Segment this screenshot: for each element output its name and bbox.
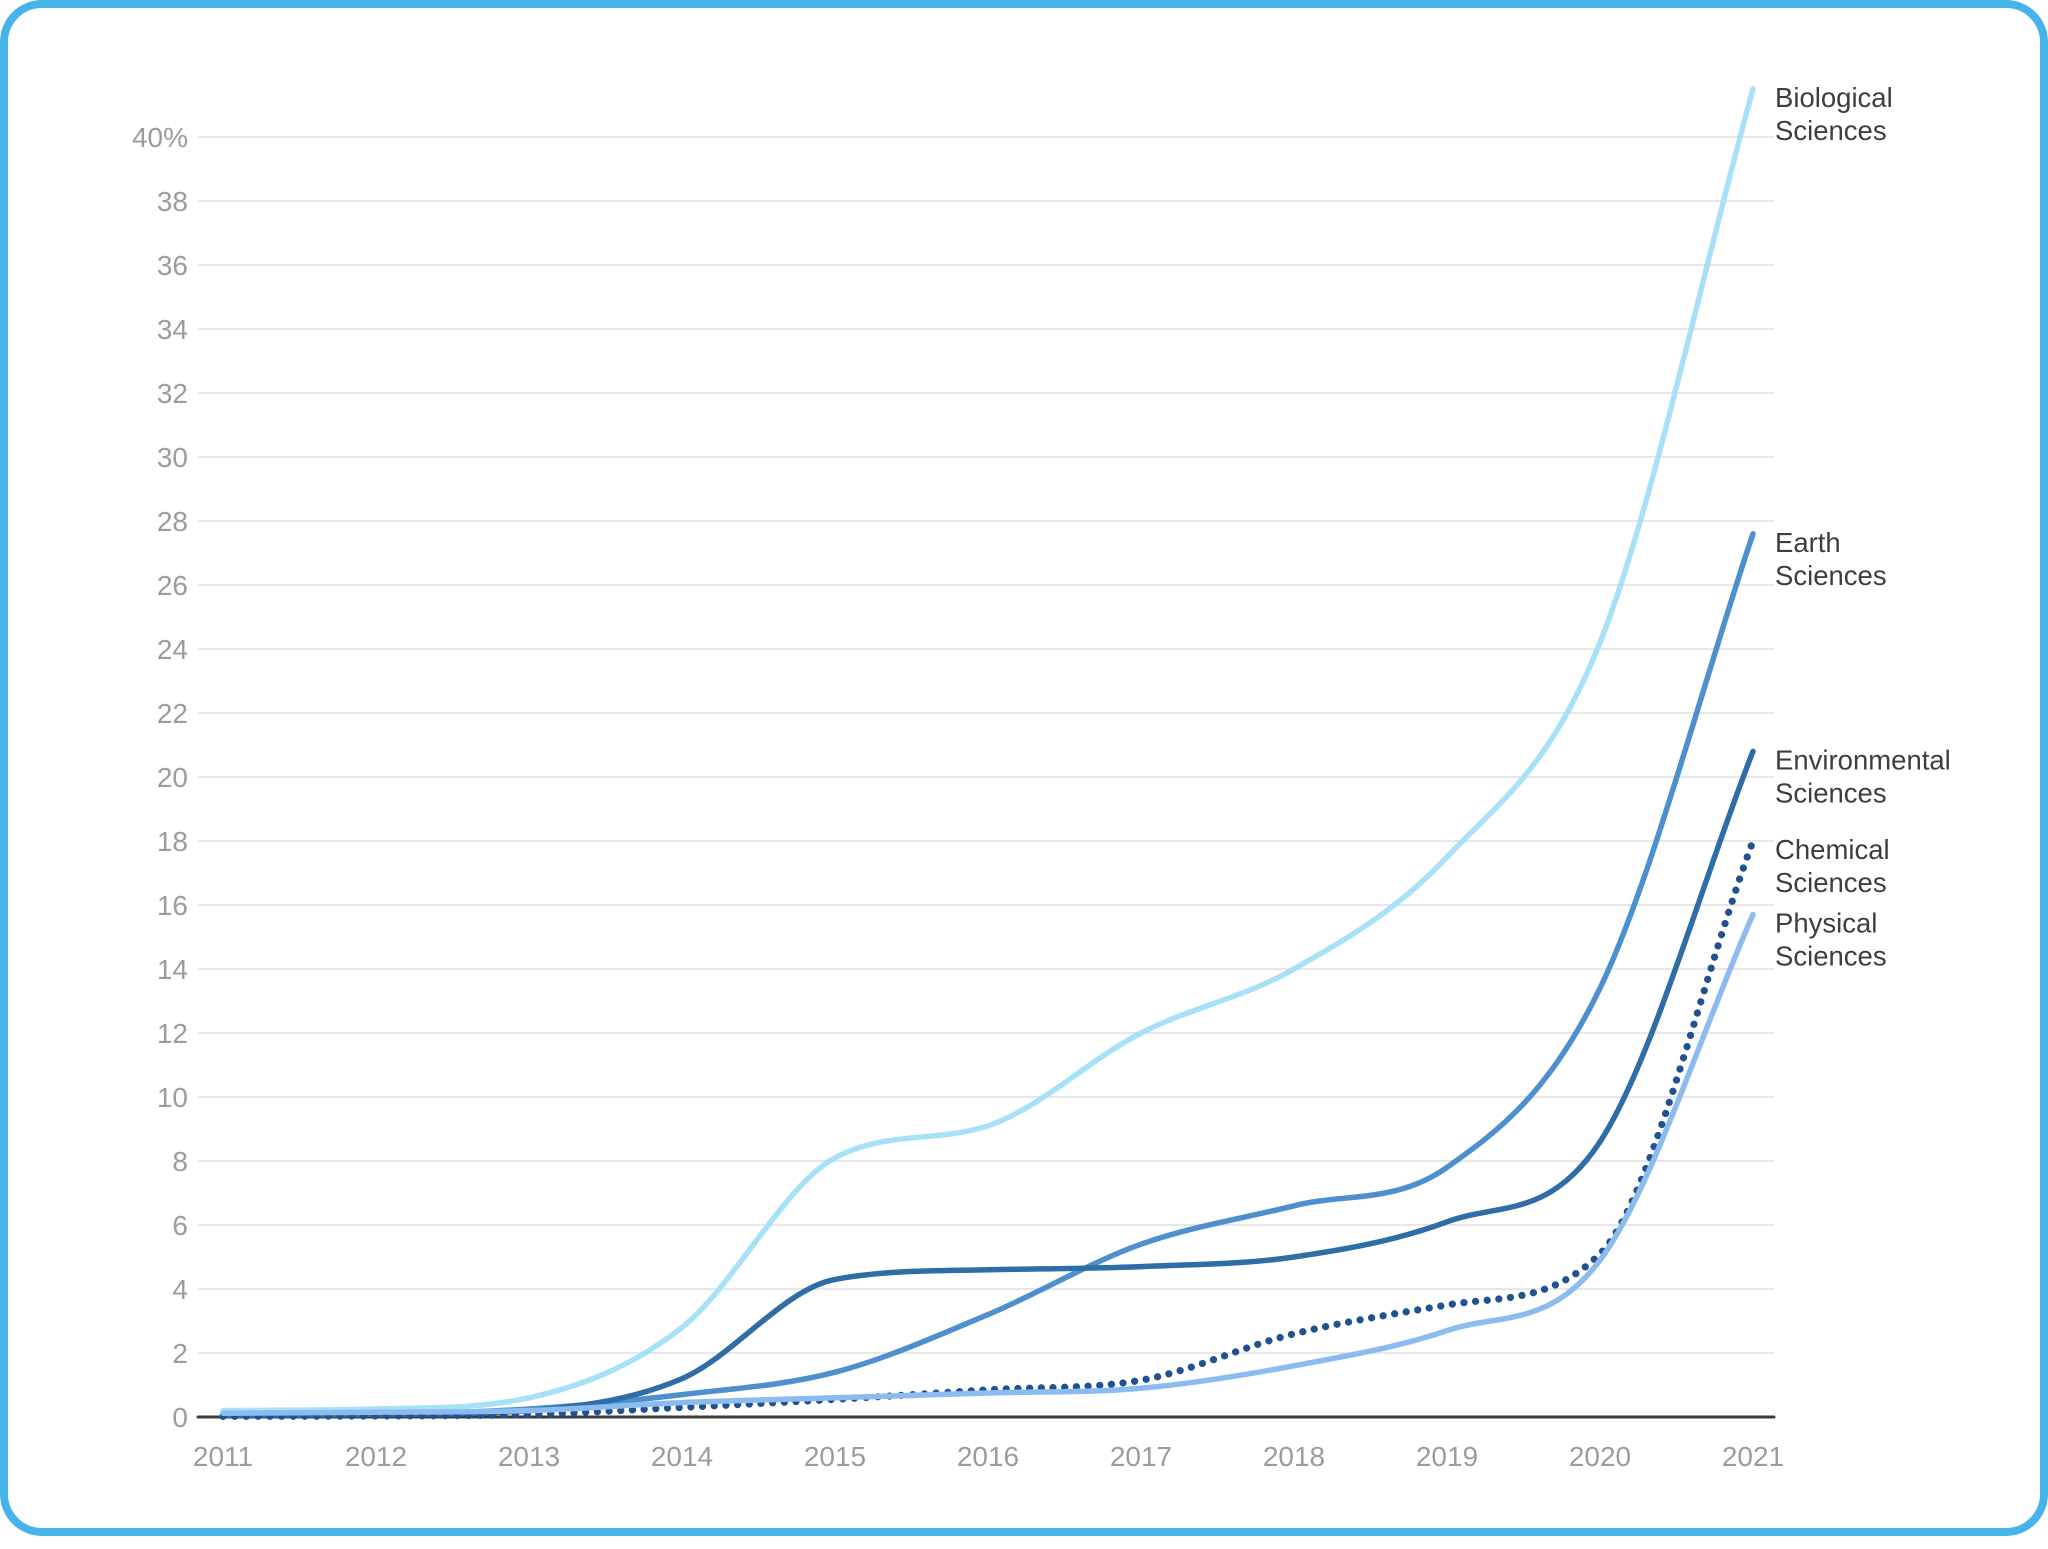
line-chart: 40%3836343230282624222018161412108642020… [8, 8, 2048, 1544]
gridlines [198, 137, 1774, 1353]
y-tick-label: 10 [157, 1082, 188, 1113]
series-line-chemical-sciences [223, 841, 1753, 1416]
y-tick-label: 8 [172, 1146, 188, 1177]
x-tick-label: 2015 [804, 1441, 866, 1472]
x-tick-label: 2013 [498, 1441, 560, 1472]
x-tick-label: 2016 [957, 1441, 1019, 1472]
y-tick-label: 38 [157, 186, 188, 217]
series-end-label-line: Sciences [1775, 560, 1887, 591]
series-end-label-line: Sciences [1775, 115, 1887, 146]
y-tick-label: 36 [157, 250, 188, 281]
series-end-label-line: Environmental [1775, 744, 1951, 775]
y-tick-label: 12 [157, 1018, 188, 1049]
series-lines [223, 89, 1753, 1416]
x-tick-label: 2018 [1263, 1441, 1325, 1472]
y-tick-label: 18 [157, 826, 188, 857]
x-tick-label: 2019 [1416, 1441, 1478, 1472]
x-tick-label: 2021 [1722, 1441, 1784, 1472]
y-tick-label: 26 [157, 570, 188, 601]
x-tick-label: 2017 [1110, 1441, 1172, 1472]
y-tick-label: 32 [157, 378, 188, 409]
series-end-label-line: Physical [1775, 908, 1877, 939]
y-tick-label: 28 [157, 506, 188, 537]
y-tick-label: 2 [172, 1338, 188, 1369]
y-tick-label: 24 [157, 634, 188, 665]
series-end-label-line: Sciences [1775, 941, 1887, 972]
y-tick-label: 22 [157, 698, 188, 729]
y-tick-label: 20 [157, 762, 188, 793]
x-tick-label: 2011 [193, 1441, 253, 1472]
y-tick-label: 16 [157, 890, 188, 921]
series-end-label-line: Sciences [1775, 777, 1887, 808]
y-tick-label: 4 [172, 1274, 188, 1305]
series-line-biological-sciences [223, 89, 1753, 1411]
x-tick-label: 2014 [651, 1441, 713, 1472]
y-tick-label: 30 [157, 442, 188, 473]
series-end-label-line: Sciences [1775, 867, 1887, 898]
x-axis-labels: 2011 2012 2013 2014 2015 2016 2017 2018 2019 2020… [193, 1441, 1784, 1472]
series-line-physical-sciences [223, 915, 1753, 1414]
x-tick-label: 2020 [1569, 1441, 1631, 1472]
y-tick-label: 0 [172, 1402, 188, 1433]
series-end-label-line: Chemical [1775, 834, 1890, 865]
series-end-label-line: Biological [1775, 82, 1893, 113]
series-line-earth-sciences [223, 534, 1753, 1414]
x-tick-label: 2012 [345, 1441, 407, 1472]
y-tick-label: 40% [132, 122, 188, 153]
series-end-label-line: Earth [1775, 527, 1841, 558]
y-tick-label: 34 [157, 314, 188, 345]
y-tick-label: 6 [172, 1210, 188, 1241]
y-tick-label: 14 [157, 954, 188, 985]
